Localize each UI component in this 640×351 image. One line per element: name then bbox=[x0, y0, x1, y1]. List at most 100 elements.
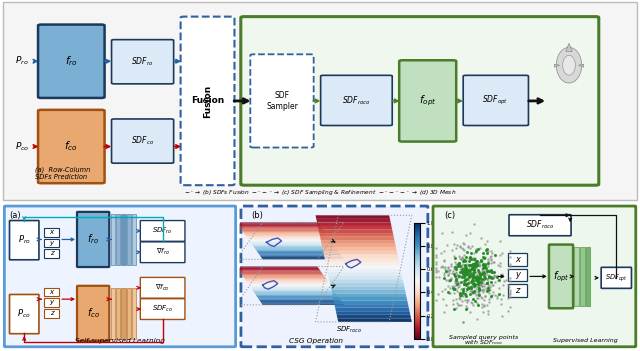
Point bbox=[483, 290, 493, 296]
FancyBboxPatch shape bbox=[601, 267, 632, 289]
Point bbox=[468, 267, 479, 272]
Point bbox=[472, 246, 483, 252]
Point bbox=[460, 270, 470, 276]
Point bbox=[431, 269, 441, 274]
Point bbox=[455, 294, 465, 299]
Point bbox=[475, 280, 485, 286]
Text: z: z bbox=[515, 286, 520, 295]
Point bbox=[460, 291, 470, 297]
Point bbox=[468, 265, 478, 270]
Point bbox=[465, 291, 476, 297]
Bar bbox=[132, 214, 136, 265]
Polygon shape bbox=[243, 232, 325, 233]
Point bbox=[488, 259, 498, 264]
Text: (b): (b) bbox=[252, 211, 263, 220]
Point bbox=[478, 265, 488, 271]
Point bbox=[443, 284, 453, 289]
Point bbox=[456, 256, 466, 262]
Point bbox=[477, 278, 487, 284]
Point bbox=[486, 294, 496, 300]
Point bbox=[465, 288, 476, 293]
Polygon shape bbox=[335, 308, 410, 311]
Point bbox=[451, 286, 461, 292]
Point bbox=[443, 268, 453, 273]
Point bbox=[452, 243, 462, 248]
Point bbox=[454, 260, 465, 266]
Point bbox=[465, 279, 476, 285]
Point bbox=[495, 301, 506, 307]
Point bbox=[440, 264, 450, 270]
Point bbox=[486, 279, 496, 285]
Point bbox=[490, 252, 500, 257]
Point bbox=[468, 269, 479, 275]
Point bbox=[456, 245, 467, 251]
Point bbox=[489, 272, 499, 278]
Point bbox=[468, 264, 479, 269]
FancyBboxPatch shape bbox=[4, 206, 236, 347]
Point bbox=[451, 271, 461, 276]
Polygon shape bbox=[325, 261, 400, 265]
Point bbox=[465, 273, 475, 279]
Point bbox=[470, 278, 481, 284]
Point bbox=[476, 294, 486, 300]
Point bbox=[505, 289, 515, 295]
Point bbox=[478, 263, 488, 268]
Point bbox=[468, 263, 479, 269]
Point bbox=[457, 298, 467, 304]
Point bbox=[473, 278, 483, 284]
Text: SDF
Sampler: SDF Sampler bbox=[266, 91, 298, 111]
Point bbox=[467, 265, 477, 271]
Polygon shape bbox=[255, 294, 338, 296]
Point bbox=[449, 253, 460, 259]
Point bbox=[468, 267, 479, 272]
Point bbox=[484, 285, 495, 290]
Point bbox=[505, 263, 515, 269]
Point bbox=[461, 267, 471, 272]
Point bbox=[467, 290, 477, 296]
Point bbox=[493, 262, 504, 267]
Point bbox=[473, 281, 483, 286]
Point bbox=[490, 273, 500, 279]
FancyBboxPatch shape bbox=[77, 212, 109, 267]
Text: $-\cdot\rightarrow$ (b) SDFs Fusion  $-\cdot-\cdot\rightarrow$ (c) SDF Sampling : $-\cdot\rightarrow$ (b) SDFs Fusion $-\c… bbox=[184, 188, 456, 197]
Point bbox=[470, 262, 480, 268]
Polygon shape bbox=[246, 236, 328, 237]
Point bbox=[470, 255, 480, 261]
FancyBboxPatch shape bbox=[399, 60, 456, 141]
Point bbox=[468, 290, 478, 295]
Point bbox=[466, 257, 476, 262]
Point bbox=[483, 267, 493, 272]
Point bbox=[461, 286, 472, 292]
Point bbox=[497, 273, 507, 278]
Point bbox=[459, 278, 469, 283]
Point bbox=[456, 302, 466, 307]
Polygon shape bbox=[248, 240, 331, 241]
Point bbox=[492, 274, 502, 279]
Point bbox=[470, 260, 480, 266]
Point bbox=[483, 285, 493, 290]
Point bbox=[495, 263, 506, 269]
Point bbox=[454, 290, 464, 296]
Text: $SDF_{roco}$: $SDF_{roco}$ bbox=[337, 325, 363, 335]
Point bbox=[460, 257, 470, 263]
Point bbox=[483, 278, 493, 284]
Text: $f_{co}$: $f_{co}$ bbox=[86, 306, 100, 320]
Point bbox=[431, 246, 441, 251]
Point bbox=[448, 269, 458, 274]
FancyBboxPatch shape bbox=[77, 286, 109, 341]
Point bbox=[486, 253, 496, 259]
Point bbox=[458, 273, 468, 278]
Point bbox=[487, 269, 497, 274]
Point bbox=[465, 262, 476, 268]
Point bbox=[493, 277, 504, 283]
Point bbox=[477, 265, 488, 270]
Point bbox=[454, 254, 464, 259]
Point bbox=[433, 274, 444, 280]
Polygon shape bbox=[241, 230, 324, 231]
Point bbox=[482, 276, 492, 282]
Point bbox=[471, 276, 481, 282]
Polygon shape bbox=[250, 286, 332, 287]
Polygon shape bbox=[316, 215, 390, 219]
Point bbox=[481, 271, 492, 277]
FancyBboxPatch shape bbox=[433, 206, 636, 347]
